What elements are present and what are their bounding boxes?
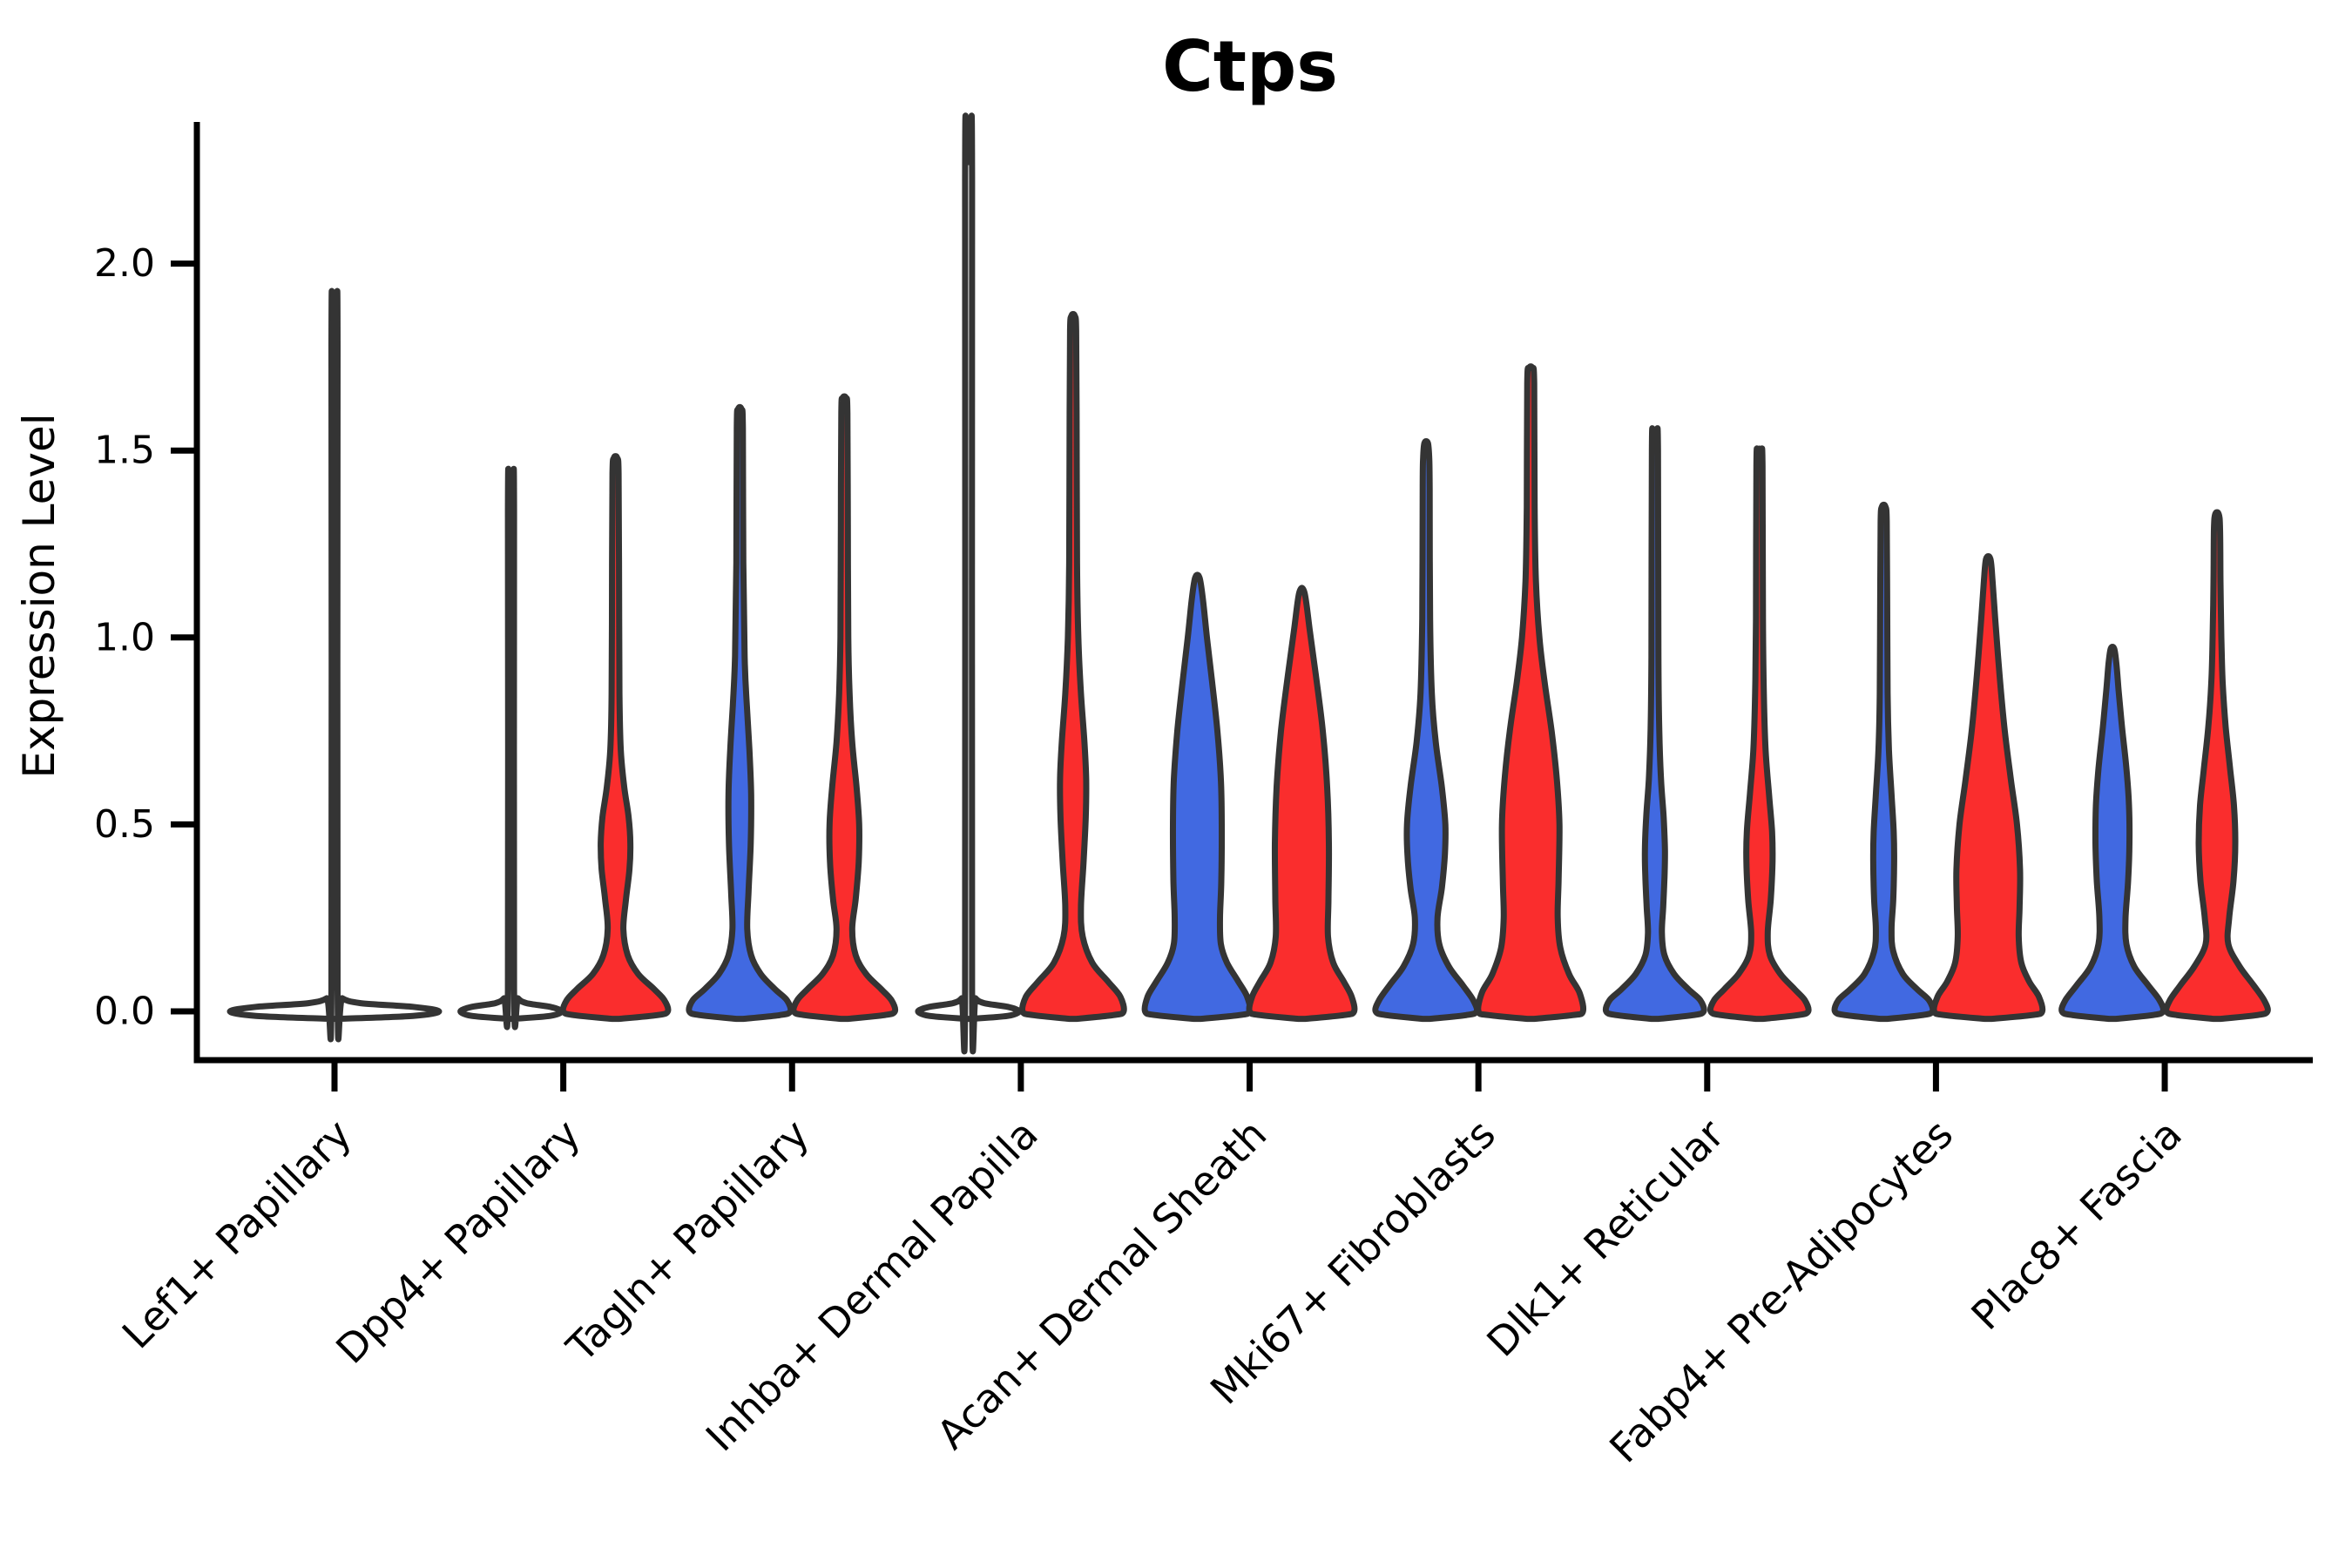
- y-tick-label: 0.5: [94, 802, 155, 847]
- y-tick-label: 1.0: [94, 615, 155, 659]
- violin-right-fabp4-pre-adipocytes: [1930, 553, 2046, 1023]
- violin-left-tagln-papillary: [686, 403, 794, 1023]
- y-tick-label: 0.0: [94, 990, 155, 1034]
- violin-left-dlk1-reticular: [1602, 425, 1707, 1023]
- violin-left-fabp4-pre-adipocytes: [1831, 502, 1936, 1023]
- x-tick-label-dpp4-papillary: Dpp4+ Papillary: [327, 1111, 589, 1373]
- x-tick-label-tagln-papillary: Tagln+ Papillary: [557, 1111, 818, 1372]
- y-axis-label: Expression Level: [14, 413, 64, 779]
- y-tick-label: 1.5: [94, 429, 155, 473]
- violin-full-lef1-papillary: [226, 287, 443, 1043]
- violin-left-acan-dermal-sheath: [1141, 571, 1254, 1023]
- violin-right-dpp4-papillary: [559, 453, 672, 1023]
- violin-right-acan-dermal-sheath: [1246, 585, 1358, 1023]
- violin-right-tagln-papillary: [790, 393, 899, 1023]
- x-tick-label-plac8-fascia: Plac8+ Fascia: [1962, 1111, 2190, 1339]
- violin-right-mki67-fibroblasts: [1475, 363, 1587, 1023]
- violin-left-dpp4-papillary: [457, 465, 565, 1031]
- violin-right-dlk1-reticular: [1707, 445, 1812, 1023]
- x-tick-label-dlk1-reticular: Dlk1+ Reticular: [1477, 1111, 1733, 1366]
- violin-left-plac8-fascia: [2058, 644, 2166, 1023]
- y-tick-label: 2.0: [94, 241, 155, 286]
- violin-right-inhba-dermal-papilla: [1019, 311, 1127, 1023]
- violin-left-inhba-dermal-papilla: [915, 112, 1023, 1055]
- violin-left-mki67-fibroblasts: [1372, 438, 1481, 1023]
- x-tick-label-lef1-papillary: Lef1+ Papillary: [113, 1111, 361, 1358]
- chart-title: Ctps: [1162, 26, 1338, 107]
- violin-right-plac8-fascia: [2163, 509, 2271, 1023]
